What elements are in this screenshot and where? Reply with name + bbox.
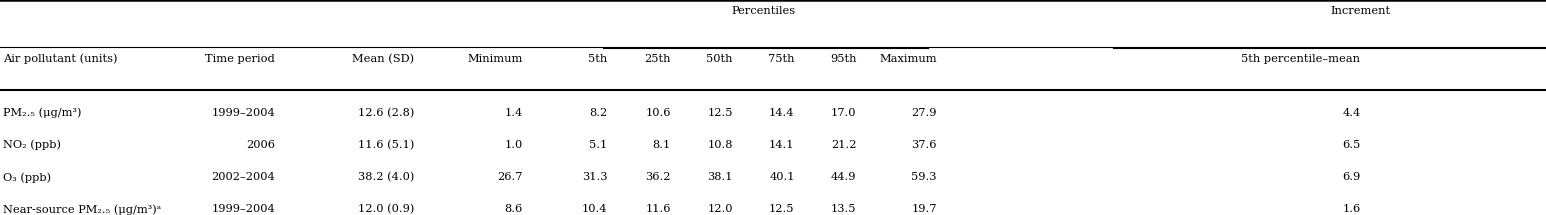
Text: 5th percentile–mean: 5th percentile–mean [1241, 54, 1360, 64]
Text: 1999–2004: 1999–2004 [212, 108, 275, 118]
Text: 38.1: 38.1 [708, 172, 733, 182]
Text: 12.6 (2.8): 12.6 (2.8) [359, 108, 414, 118]
Text: 26.7: 26.7 [498, 172, 523, 182]
Text: Mean (SD): Mean (SD) [352, 54, 414, 64]
Text: 14.1: 14.1 [770, 140, 795, 150]
Text: 1.4: 1.4 [504, 108, 523, 118]
Text: 11.6: 11.6 [646, 204, 671, 214]
Text: Maximum: Maximum [880, 54, 937, 64]
Text: 12.5: 12.5 [708, 108, 733, 118]
Text: Percentiles: Percentiles [731, 6, 796, 17]
Text: 11.6 (5.1): 11.6 (5.1) [359, 140, 414, 150]
Text: 4.4: 4.4 [1342, 108, 1360, 118]
Text: 27.9: 27.9 [912, 108, 937, 118]
Text: 59.3: 59.3 [912, 172, 937, 182]
Text: 8.1: 8.1 [652, 140, 671, 150]
Text: Air pollutant (units): Air pollutant (units) [3, 54, 117, 64]
Text: 2002–2004: 2002–2004 [212, 172, 275, 182]
Text: 5th: 5th [589, 54, 608, 64]
Text: 12.5: 12.5 [770, 204, 795, 214]
Text: 40.1: 40.1 [770, 172, 795, 182]
Text: 19.7: 19.7 [912, 204, 937, 214]
Text: 8.6: 8.6 [504, 204, 523, 214]
Text: 21.2: 21.2 [832, 140, 856, 150]
Text: 12.0: 12.0 [708, 204, 733, 214]
Text: 14.4: 14.4 [770, 108, 795, 118]
Text: Increment: Increment [1331, 6, 1390, 17]
Text: 1.0: 1.0 [504, 140, 523, 150]
Text: 8.2: 8.2 [589, 108, 608, 118]
Text: 5.1: 5.1 [589, 140, 608, 150]
Text: O₃ (ppb): O₃ (ppb) [3, 172, 51, 183]
Text: Time period: Time period [206, 54, 275, 64]
Text: Minimum: Minimum [467, 54, 523, 64]
Text: 2006: 2006 [246, 140, 275, 150]
Text: 10.6: 10.6 [646, 108, 671, 118]
Text: Near-source PM₂.₅ (μg/m³)ᵃ: Near-source PM₂.₅ (μg/m³)ᵃ [3, 204, 161, 215]
Text: 10.4: 10.4 [583, 204, 608, 214]
Text: 95th: 95th [830, 54, 856, 64]
Text: PM₂.₅ (μg/m³): PM₂.₅ (μg/m³) [3, 108, 82, 118]
Text: 13.5: 13.5 [832, 204, 856, 214]
Text: 44.9: 44.9 [832, 172, 856, 182]
Text: 37.6: 37.6 [912, 140, 937, 150]
Text: 75th: 75th [768, 54, 795, 64]
Text: 1999–2004: 1999–2004 [212, 204, 275, 214]
Text: 38.2 (4.0): 38.2 (4.0) [359, 172, 414, 182]
Text: NO₂ (ppb): NO₂ (ppb) [3, 140, 62, 150]
Text: 50th: 50th [707, 54, 733, 64]
Text: 31.3: 31.3 [583, 172, 608, 182]
Text: 17.0: 17.0 [832, 108, 856, 118]
Text: 1.6: 1.6 [1342, 204, 1360, 214]
Text: 6.9: 6.9 [1342, 172, 1360, 182]
Text: 6.5: 6.5 [1342, 140, 1360, 150]
Text: 10.8: 10.8 [708, 140, 733, 150]
Text: 12.0 (0.9): 12.0 (0.9) [359, 204, 414, 215]
Text: 25th: 25th [645, 54, 671, 64]
Text: 36.2: 36.2 [646, 172, 671, 182]
